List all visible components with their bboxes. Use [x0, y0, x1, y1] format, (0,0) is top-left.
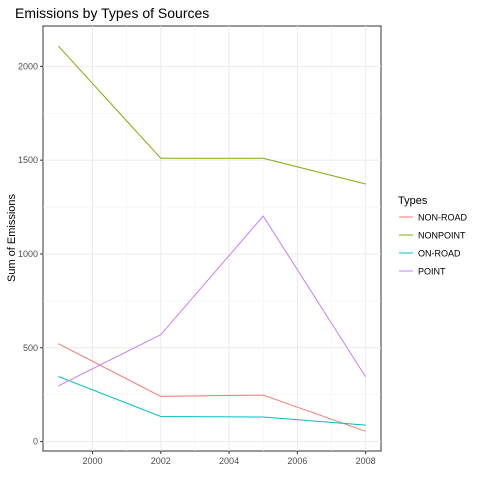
legend-item: ON-ROAD [399, 249, 461, 259]
y-tick-label: 1500 [18, 155, 38, 165]
legend-item: NON-ROAD [399, 213, 467, 223]
series-lines [57, 45, 367, 432]
y-axis-ticks: 0 500 1000 1500 2000 [18, 61, 43, 447]
legend: Types NON-ROAD NONPOINT ON-ROAD POINT [398, 195, 467, 277]
y-tick-label: 2000 [18, 61, 38, 71]
y-axis-label: Sum of Emissions [6, 193, 18, 282]
series-line-on-road [58, 376, 366, 426]
x-tick-label: 2004 [219, 456, 239, 466]
x-axis-ticks: 2000 2002 2004 2006 2008 [82, 451, 376, 466]
legend-label: ON-ROAD [418, 249, 461, 259]
legend-label: NON-ROAD [418, 213, 467, 223]
series-line-non-road [58, 343, 366, 432]
y-tick-label: 1000 [18, 249, 38, 259]
y-tick-label: 0 [33, 437, 38, 447]
chart-title: Emissions by Types of Sources [15, 5, 209, 21]
legend-label: POINT [418, 267, 446, 277]
legend-item: POINT [399, 267, 446, 277]
series-line-nonpoint [57, 45, 366, 185]
major-gridlines [43, 26, 381, 451]
x-tick-label: 2006 [287, 456, 307, 466]
legend-items: NON-ROAD NONPOINT ON-ROAD POINT [399, 213, 467, 277]
series-line-point [58, 215, 367, 387]
x-tick-label: 2000 [82, 456, 102, 466]
legend-item: NONPOINT [399, 231, 466, 241]
legend-title: Types [398, 195, 428, 207]
y-tick-label: 500 [23, 343, 38, 353]
x-tick-label: 2002 [151, 456, 171, 466]
plot-panel [42, 25, 382, 452]
x-tick-label: 2008 [356, 456, 376, 466]
minor-gridlines [43, 26, 381, 451]
legend-label: NONPOINT [418, 231, 466, 241]
